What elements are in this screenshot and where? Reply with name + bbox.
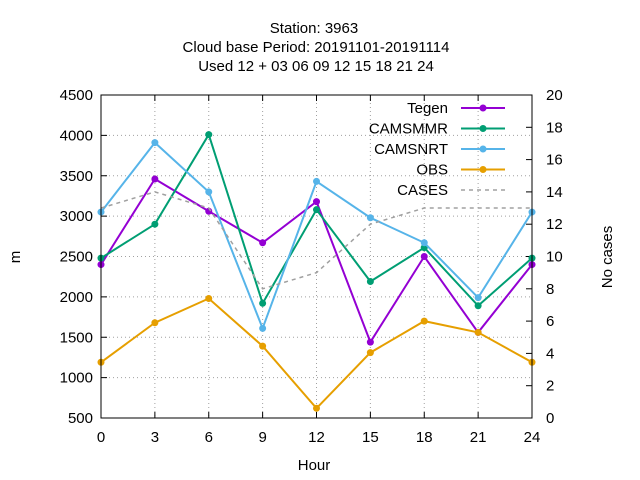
data-point-camsnrt (151, 139, 159, 147)
series-line-cases (100, 191, 532, 290)
plot-frame (100, 94, 533, 419)
x-tick-label: 9 (258, 429, 266, 446)
y2-tick-label: 16 (546, 152, 563, 169)
y2-tick-label: 2 (546, 378, 554, 395)
data-point-camsmmr (474, 302, 482, 310)
y2-tick-label: 10 (546, 249, 563, 266)
legend-label: CAMSNRT (374, 141, 448, 158)
y-tick-label: 3000 (60, 208, 93, 225)
y2-tick-label: 6 (546, 313, 554, 330)
y-tick-label: 1000 (60, 370, 93, 387)
data-point-camsmmr (313, 206, 320, 214)
grid (101, 95, 532, 418)
data-point-camsmmr (366, 278, 374, 286)
x-tick-label: 15 (362, 429, 379, 446)
legend-marker (479, 104, 487, 112)
legend-label: Tegen (407, 100, 448, 117)
data-point-obs (151, 319, 159, 327)
legend-marker (479, 166, 487, 173)
data-point-camsmmr (259, 299, 267, 307)
y2-axis-label: No cases (599, 226, 616, 289)
data-point-obs (366, 349, 374, 357)
data-point-tegen (420, 253, 428, 260)
data-point-camsnrt (474, 294, 482, 302)
y2-tick-label: 12 (546, 216, 563, 233)
data-point-camsnrt (366, 214, 374, 222)
title-line-2: Cloud base Period: 20191101-20191114 (183, 39, 450, 56)
y2-tick-label: 8 (546, 281, 554, 298)
x-tick-label: 0 (97, 429, 105, 446)
title-line-1: Station: 3963 (270, 20, 358, 37)
x-tick-label: 12 (308, 429, 325, 446)
legend-label: OBS (416, 162, 448, 179)
axis-ticks: 0 3 6 9 12 15 18 21 2450010001500200025003000350… (60, 87, 563, 446)
data-point-tegen (259, 239, 267, 247)
y-tick-label: 500 (68, 410, 93, 427)
y2-tick-label: 14 (546, 184, 563, 201)
legend-label: CASES (397, 182, 448, 199)
legend-label: CAMSMMR (369, 121, 448, 138)
y2-tick-label: 18 (546, 119, 563, 136)
x-tick-label: 3 (151, 429, 159, 446)
data-point-camsmmr (205, 131, 213, 139)
data-point-camsnrt (313, 177, 320, 185)
y-tick-label: 2000 (60, 289, 93, 306)
data-point-camsnrt (259, 324, 267, 332)
y2-tick-label: 20 (546, 87, 563, 104)
y2-tick-label: 0 (546, 410, 554, 427)
data-point-obs (259, 342, 267, 350)
x-tick-label: 18 (416, 429, 433, 446)
y-tick-label: 2500 (60, 249, 93, 266)
legend-marker (479, 125, 487, 132)
data-point-obs (205, 294, 213, 302)
data-point-camsmmr (151, 220, 159, 228)
legend-marker (479, 145, 487, 153)
data-point-tegen (151, 175, 159, 183)
data-point-camsnrt (420, 239, 428, 247)
y-tick-label: 4000 (60, 127, 93, 144)
y-axis-label: m (7, 251, 24, 264)
y-tick-label: 1500 (60, 329, 93, 346)
series-line-camsmmr (100, 132, 533, 308)
data-point-camsnrt (205, 188, 213, 196)
x-axis-label: Hour (298, 457, 331, 474)
data-point-tegen (366, 338, 374, 346)
x-tick-label: 6 (205, 429, 213, 446)
y2-tick-label: 4 (546, 345, 554, 362)
legend: Tegen CAMSMMR CAMSNRT OBS CASES (369, 100, 505, 199)
data-point-obs (474, 328, 482, 336)
title-line-3: Used 12 + 03 06 09 12 15 18 21 24 (198, 58, 434, 75)
y-tick-label: 4500 (60, 87, 93, 104)
data-point-tegen (313, 198, 320, 206)
data-point-obs (420, 317, 428, 325)
y-tick-label: 3500 (60, 168, 93, 185)
series-lines (97, 131, 536, 412)
data-point-obs (313, 404, 320, 412)
x-tick-label: 24 (524, 429, 541, 446)
x-tick-label: 21 (470, 429, 487, 446)
